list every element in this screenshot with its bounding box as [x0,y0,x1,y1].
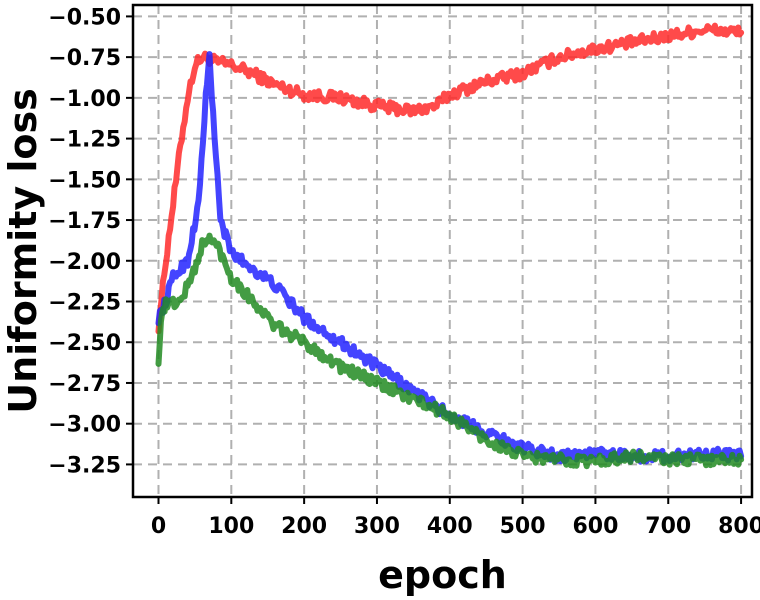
series-line-3 [155,232,745,470]
series-line-1 [155,22,745,335]
x-tick-label: 700 [645,514,691,539]
y-tick-label: −1.00 [48,87,121,112]
y-ticks: −3.25 −3.00 −2.75 −2.50 −2.25 −2.00 −1.75 −1.50… [48,5,133,478]
x-ticks: 0 100 200 300 400 500 600 700 800 [151,497,760,539]
y-tick-label: −3.00 [48,413,121,438]
grid [133,5,752,497]
series-lines [155,22,745,470]
y-tick-label: −0.75 [48,46,121,71]
y-tick-label: −0.50 [48,5,121,30]
x-tick-label: 0 [151,514,166,539]
x-axis-label: epoch [378,553,507,597]
y-tick-label: −1.50 [48,168,121,193]
y-tick-label: −1.75 [48,209,121,234]
x-tick-label: 100 [208,514,254,539]
y-tick-label: −1.25 [48,128,121,153]
y-axis-label: Uniformity loss [1,88,45,413]
plot-frame [131,3,754,499]
x-tick-label: 400 [427,514,473,539]
x-tick-label: 300 [354,514,400,539]
x-tick-label: 200 [281,514,327,539]
y-tick-label: −2.25 [48,291,121,316]
x-tick-label: 800 [718,514,760,539]
y-tick-label: −2.75 [48,372,121,397]
y-tick-label: −2.00 [48,250,121,275]
x-tick-label: 600 [572,514,618,539]
y-tick-label: −2.50 [48,331,121,356]
y-tick-label: −3.25 [48,453,121,478]
x-tick-label: 500 [500,514,546,539]
